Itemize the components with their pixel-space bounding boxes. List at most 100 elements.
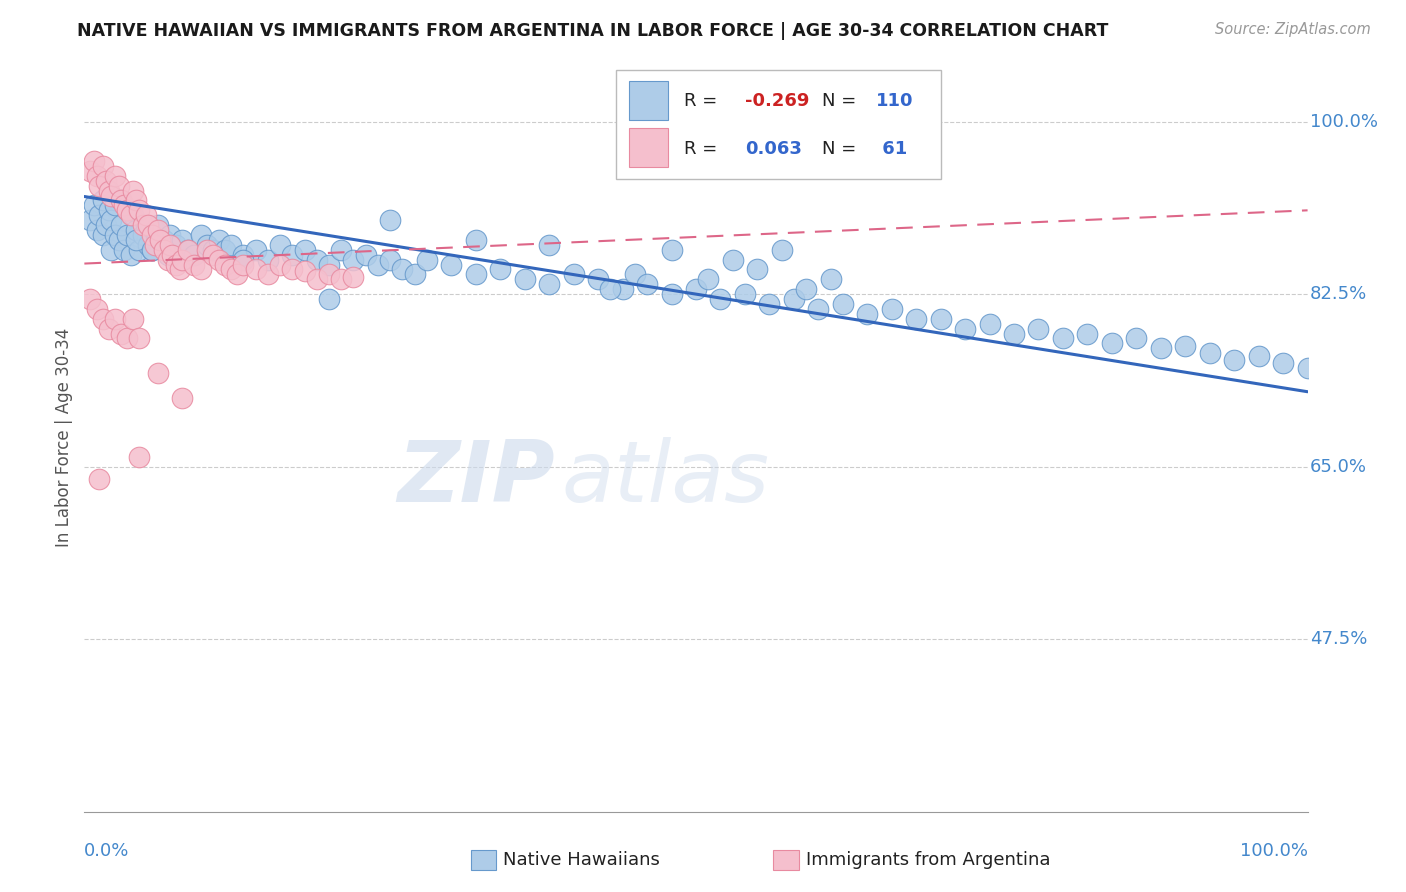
Point bbox=[538, 237, 561, 252]
FancyBboxPatch shape bbox=[628, 128, 668, 168]
Point bbox=[1101, 336, 1123, 351]
Point bbox=[232, 258, 254, 272]
Point bbox=[91, 227, 114, 242]
Point bbox=[330, 243, 353, 257]
Point bbox=[586, 272, 609, 286]
Point bbox=[104, 311, 127, 326]
Point bbox=[269, 237, 291, 252]
Point bbox=[156, 252, 179, 267]
Text: 82.5%: 82.5% bbox=[1310, 285, 1367, 303]
Point bbox=[380, 252, 402, 267]
Point bbox=[86, 301, 108, 316]
Point bbox=[79, 164, 101, 178]
Point bbox=[219, 237, 242, 252]
Point bbox=[794, 282, 817, 296]
Point bbox=[294, 264, 316, 278]
Point bbox=[107, 233, 129, 247]
Point bbox=[195, 243, 218, 257]
Text: NATIVE HAWAIIAN VS IMMIGRANTS FROM ARGENTINA IN LABOR FORCE | AGE 30-34 CORRELAT: NATIVE HAWAIIAN VS IMMIGRANTS FROM ARGEN… bbox=[77, 22, 1109, 40]
Point bbox=[190, 262, 212, 277]
Point bbox=[404, 268, 426, 282]
Point bbox=[1223, 353, 1246, 368]
Text: N =: N = bbox=[823, 93, 856, 111]
Text: 0.063: 0.063 bbox=[745, 140, 801, 158]
Point bbox=[122, 208, 145, 222]
Point bbox=[342, 270, 364, 285]
Point bbox=[201, 243, 224, 257]
Text: 100.0%: 100.0% bbox=[1240, 842, 1308, 860]
Point bbox=[245, 262, 267, 277]
Point bbox=[758, 297, 780, 311]
Point bbox=[183, 258, 205, 272]
Point bbox=[214, 243, 236, 257]
Point bbox=[156, 248, 179, 262]
Point bbox=[128, 450, 150, 464]
Point bbox=[1076, 326, 1098, 341]
Point bbox=[721, 252, 744, 267]
Point bbox=[146, 366, 169, 380]
Point bbox=[1028, 321, 1050, 335]
Point bbox=[112, 243, 135, 257]
Point bbox=[342, 252, 364, 267]
Point bbox=[214, 258, 236, 272]
Point bbox=[86, 223, 108, 237]
Point bbox=[831, 297, 853, 311]
Point bbox=[146, 223, 169, 237]
Point bbox=[165, 237, 187, 252]
Point bbox=[513, 272, 536, 286]
Point bbox=[318, 292, 340, 306]
Y-axis label: In Labor Force | Age 30-34: In Labor Force | Age 30-34 bbox=[55, 327, 73, 547]
Point bbox=[183, 248, 205, 262]
Point bbox=[354, 248, 377, 262]
Point bbox=[100, 213, 122, 227]
Point bbox=[1198, 346, 1220, 360]
Point bbox=[440, 258, 463, 272]
Point bbox=[172, 233, 194, 247]
Point bbox=[125, 233, 148, 247]
Point bbox=[115, 227, 138, 242]
Point bbox=[208, 233, 231, 247]
Point bbox=[91, 194, 114, 208]
Point bbox=[281, 262, 304, 277]
Point bbox=[464, 268, 486, 282]
Point bbox=[538, 277, 561, 292]
Point bbox=[86, 169, 108, 183]
Point bbox=[416, 252, 439, 267]
Point bbox=[464, 233, 486, 247]
Point bbox=[122, 311, 145, 326]
Point bbox=[120, 208, 142, 222]
Point bbox=[562, 268, 585, 282]
Point bbox=[115, 331, 138, 345]
Point bbox=[599, 282, 621, 296]
Point bbox=[257, 252, 280, 267]
Point bbox=[1272, 356, 1295, 370]
Point bbox=[146, 218, 169, 232]
Point bbox=[232, 252, 254, 267]
Text: 110: 110 bbox=[876, 93, 914, 111]
Point bbox=[141, 243, 163, 257]
Point bbox=[162, 248, 184, 262]
Point bbox=[91, 311, 114, 326]
Point bbox=[110, 326, 132, 341]
Point bbox=[125, 223, 148, 237]
Point bbox=[143, 223, 166, 237]
Point bbox=[685, 282, 707, 296]
Point bbox=[96, 174, 118, 188]
Text: 0.0%: 0.0% bbox=[84, 842, 129, 860]
Point bbox=[294, 243, 316, 257]
Point bbox=[1002, 326, 1025, 341]
Point bbox=[318, 258, 340, 272]
Point bbox=[97, 321, 120, 335]
Point bbox=[489, 262, 512, 277]
Point bbox=[83, 198, 105, 212]
Point bbox=[391, 262, 413, 277]
FancyBboxPatch shape bbox=[616, 70, 941, 178]
Point bbox=[132, 227, 155, 242]
Point bbox=[136, 218, 159, 232]
Text: 61: 61 bbox=[876, 140, 907, 158]
Point bbox=[226, 268, 249, 282]
Point bbox=[661, 287, 683, 301]
Point bbox=[79, 213, 101, 227]
Point bbox=[305, 272, 328, 286]
Point bbox=[953, 321, 976, 335]
